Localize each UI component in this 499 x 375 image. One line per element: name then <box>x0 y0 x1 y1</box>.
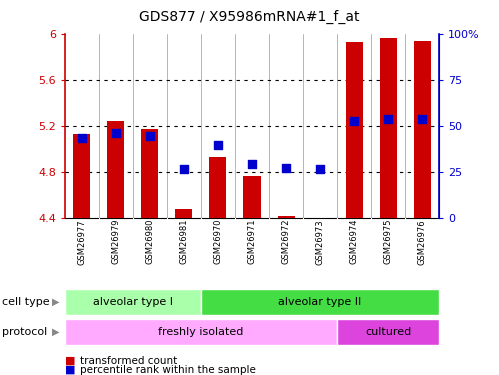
Text: GSM26970: GSM26970 <box>214 219 223 264</box>
Text: ■: ■ <box>65 356 75 366</box>
Text: ▶: ▶ <box>52 297 60 307</box>
Text: GSM26976: GSM26976 <box>418 219 427 264</box>
Bar <box>414 40 431 218</box>
Text: GDS877 / X95986mRNA#1_f_at: GDS877 / X95986mRNA#1_f_at <box>139 9 360 24</box>
Text: cell type: cell type <box>2 297 50 307</box>
Point <box>248 160 256 166</box>
Text: ▶: ▶ <box>52 327 60 337</box>
Text: GSM26981: GSM26981 <box>180 219 189 264</box>
Text: protocol: protocol <box>2 327 48 337</box>
Point <box>214 142 222 148</box>
Text: GSM26973: GSM26973 <box>315 219 324 264</box>
Bar <box>345 42 363 218</box>
Text: alveolar type II: alveolar type II <box>278 297 362 307</box>
Point <box>112 129 120 135</box>
Text: freshly isolated: freshly isolated <box>158 327 244 337</box>
Bar <box>201 289 439 315</box>
Bar <box>277 216 294 217</box>
Point <box>316 166 324 172</box>
Text: GSM26975: GSM26975 <box>384 219 393 264</box>
Text: GSM26974: GSM26974 <box>350 219 359 264</box>
Text: transformed count: transformed count <box>80 356 177 366</box>
Text: percentile rank within the sample: percentile rank within the sample <box>80 365 255 375</box>
Text: GSM26977: GSM26977 <box>77 219 86 264</box>
Point <box>350 118 358 124</box>
Bar <box>337 319 439 345</box>
Point <box>282 165 290 171</box>
Bar <box>210 157 227 218</box>
Point <box>180 166 188 172</box>
Point <box>146 133 154 139</box>
Text: alveolar type I: alveolar type I <box>93 297 173 307</box>
Text: GSM26980: GSM26980 <box>145 219 154 264</box>
Bar <box>380 38 397 218</box>
Text: cultured: cultured <box>365 327 411 337</box>
Bar <box>65 289 201 315</box>
Bar <box>73 134 90 218</box>
Point <box>78 135 86 141</box>
Text: GSM26979: GSM26979 <box>111 219 120 264</box>
Point <box>384 116 392 122</box>
Bar <box>141 129 158 218</box>
Point <box>418 116 426 122</box>
Text: GSM26971: GSM26971 <box>248 219 256 264</box>
Bar <box>65 319 337 345</box>
Bar <box>244 176 260 218</box>
Bar <box>107 121 124 218</box>
Bar <box>176 210 193 218</box>
Text: ■: ■ <box>65 365 75 375</box>
Text: GSM26972: GSM26972 <box>281 219 290 264</box>
